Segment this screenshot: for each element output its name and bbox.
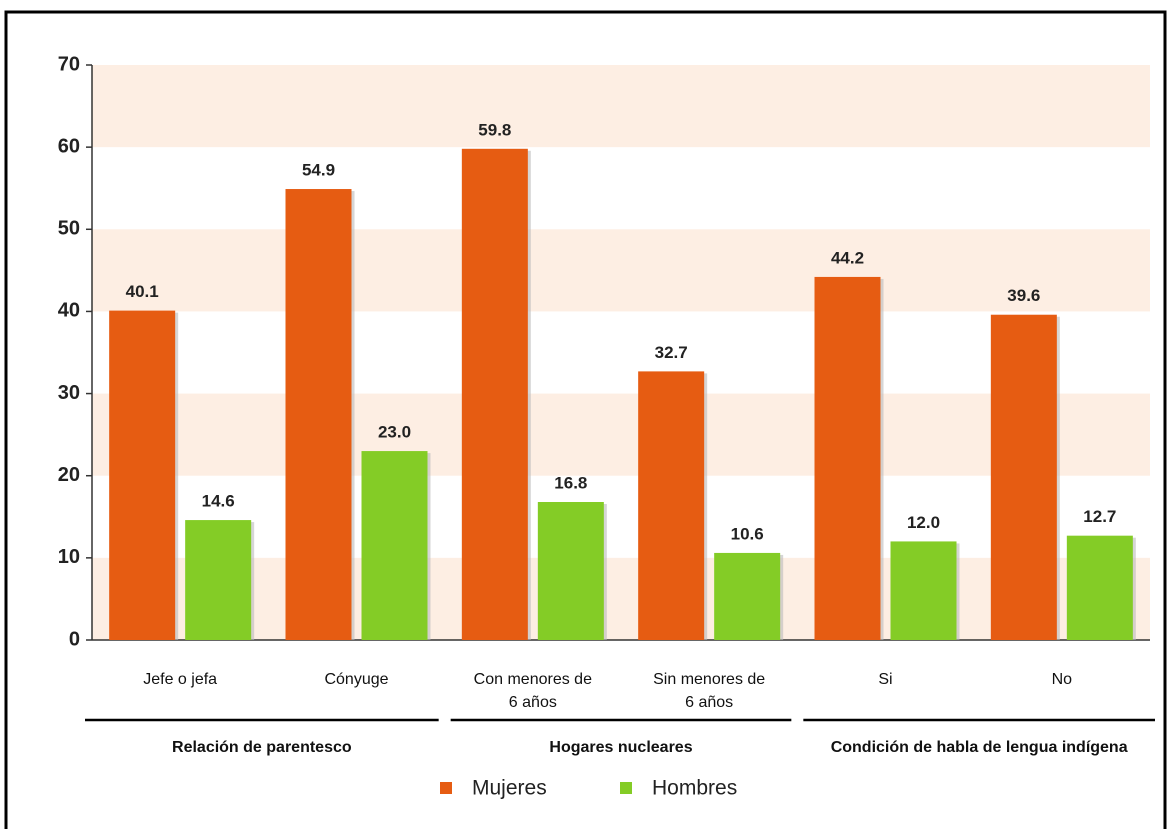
legend-swatch: [620, 782, 632, 794]
y-tick-label: 40: [58, 300, 80, 322]
value-label: 59.8: [478, 120, 511, 139]
value-label: 32.7: [655, 343, 688, 362]
bar: [109, 310, 176, 640]
bar: [990, 314, 1057, 640]
background-band: [92, 557, 1150, 640]
bar: [638, 371, 705, 640]
y-tick-label: 20: [58, 464, 80, 486]
value-label: 12.0: [907, 513, 940, 532]
value-label: 54.9: [302, 161, 335, 180]
bar: [537, 502, 604, 640]
value-label: 23.0: [378, 423, 411, 442]
bar: [361, 451, 428, 640]
value-label: 14.6: [202, 492, 235, 511]
background-band: [92, 65, 1150, 148]
legend-label: Hombres: [652, 777, 737, 800]
bar: [814, 276, 881, 640]
value-label: 44.2: [831, 248, 864, 267]
background-band: [92, 393, 1150, 476]
y-tick-label: 70: [58, 53, 80, 75]
x-tick-label: Sin menores de 6 años: [653, 671, 766, 711]
x-tick-label: No: [1051, 671, 1073, 688]
bar: [185, 520, 252, 640]
frame: [4, 10, 1167, 829]
bar: [461, 148, 528, 641]
bar: [285, 189, 352, 641]
group-label: Hogares nucleares: [549, 739, 693, 756]
x-tick-label: Cónyuge: [324, 671, 389, 688]
x-tick-label: Jefe o jefa: [143, 671, 218, 688]
value-label: 39.6: [1007, 286, 1040, 305]
bar: [714, 552, 781, 640]
y-tick-label: 30: [58, 382, 80, 404]
y-tick-label: 10: [58, 546, 80, 568]
y-tick-label: 60: [58, 135, 80, 157]
legend-swatch: [440, 782, 452, 794]
bar: [1066, 535, 1133, 640]
background-band: [92, 229, 1150, 312]
y-tick-label: 50: [58, 218, 80, 240]
x-tick-label: Con menores de 6 años: [473, 671, 592, 711]
y-tick-label: 0: [69, 628, 80, 650]
legend-label: Mujeres: [472, 777, 547, 800]
value-label: 10.6: [731, 524, 764, 543]
group-label: Relación de parentesco: [172, 739, 352, 756]
value-label: 40.1: [126, 282, 159, 301]
bar: [890, 541, 957, 640]
value-label: 12.7: [1083, 507, 1116, 526]
group-label: Condición de habla de lengua indígena: [830, 739, 1128, 756]
value-label: 16.8: [554, 473, 587, 492]
x-tick-label: Si: [878, 671, 893, 688]
